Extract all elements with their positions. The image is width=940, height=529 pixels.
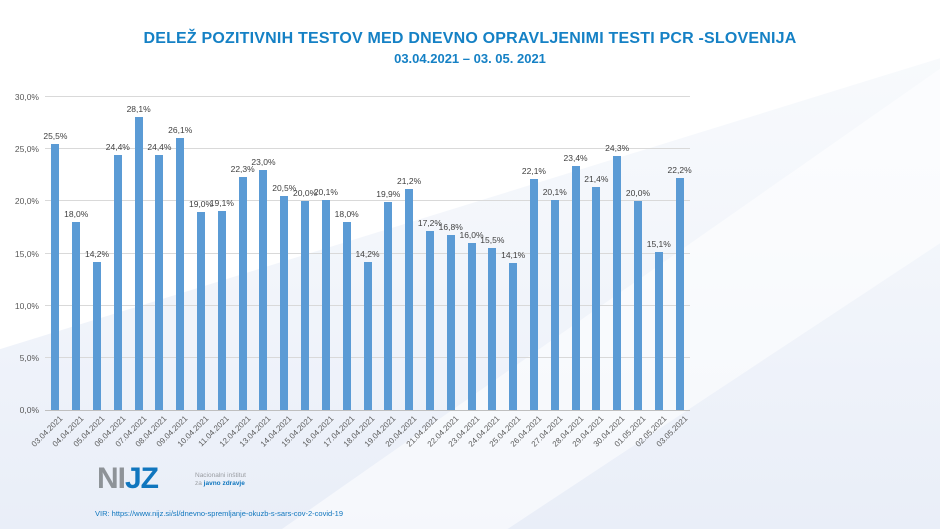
bar bbox=[571, 165, 580, 410]
bar-value-label: 24,4% bbox=[105, 142, 130, 153]
logo-ni: NI bbox=[97, 462, 126, 495]
bar-value-label: 24,3% bbox=[605, 143, 630, 154]
logo-tagline-prefix: za bbox=[195, 480, 204, 487]
bar bbox=[93, 261, 102, 410]
bar bbox=[342, 222, 351, 410]
y-tick-label: 30,0% bbox=[14, 92, 39, 102]
y-tick-label: 5,0% bbox=[19, 352, 39, 363]
bar bbox=[384, 202, 393, 410]
bar-value-label: 15,5% bbox=[480, 235, 505, 246]
bar bbox=[259, 170, 268, 410]
bar bbox=[176, 137, 185, 410]
bar bbox=[509, 262, 518, 410]
bar-value-label: 14,2% bbox=[84, 248, 110, 259]
gridline bbox=[45, 148, 690, 150]
bar bbox=[72, 222, 81, 410]
bar-value-label: 16,0% bbox=[459, 230, 484, 241]
y-tick-label: 25,0% bbox=[14, 144, 39, 155]
bar-value-label: 14,1% bbox=[501, 249, 526, 260]
bar bbox=[425, 230, 434, 410]
bar bbox=[197, 211, 206, 410]
bar bbox=[613, 156, 622, 410]
y-tick-label: 10,0% bbox=[14, 300, 39, 311]
source-url: VIR: https://www.nijz.si/sl/dnevno-sprem… bbox=[95, 509, 343, 518]
chart-title: DELEŽ POZITIVNIH TESTOV MED DNEVNO OPRAV… bbox=[143, 30, 797, 47]
bar bbox=[155, 155, 164, 410]
bar bbox=[113, 155, 122, 410]
bar-value-label: 20,1% bbox=[313, 187, 338, 198]
plot-area: 25,5% 18,0% 14,2% 24,4% 28,1% 24,4% 26,1% 19,0%… bbox=[43, 96, 692, 411]
bar bbox=[51, 143, 60, 410]
bar bbox=[363, 261, 372, 410]
bar-value-label: 21,4% bbox=[584, 173, 609, 184]
bar-value-label: 22,3% bbox=[230, 164, 255, 175]
bar-value-label: 19,0% bbox=[188, 198, 214, 209]
nijz-logo: NIJZ Nacionalni inštitut za javno zdravj… bbox=[97, 464, 246, 494]
bar bbox=[301, 201, 310, 410]
logo-tagline-line1: Nacionalni inštitut bbox=[195, 472, 246, 479]
bar bbox=[446, 234, 455, 410]
bar-value-label: 20,0% bbox=[293, 188, 318, 199]
bar-value-label: 18,0% bbox=[334, 209, 359, 220]
bar bbox=[529, 179, 538, 410]
bar bbox=[654, 252, 663, 410]
logo-wordmark: NIJZ bbox=[97, 462, 159, 495]
bar-value-label: 28,1% bbox=[126, 103, 151, 114]
y-tick-label: 15,0% bbox=[14, 248, 39, 259]
bar-value-label: 24,4% bbox=[147, 142, 172, 153]
bar-value-label: 15,1% bbox=[646, 239, 671, 250]
bar-value-label: 19,9% bbox=[376, 189, 401, 200]
bar-value-label: 23,4% bbox=[563, 152, 588, 163]
bar bbox=[321, 200, 330, 410]
gridline bbox=[45, 96, 690, 97]
logo-jz: JZ bbox=[125, 462, 159, 495]
bar-value-label: 21,2% bbox=[397, 175, 422, 186]
bar bbox=[217, 210, 226, 410]
chart-subtitle: 03.04.2021 – 03. 05. 2021 bbox=[394, 51, 546, 66]
y-tick-label: 20,0% bbox=[14, 196, 39, 207]
bar-value-label: 14,2% bbox=[355, 248, 380, 259]
bar bbox=[467, 243, 476, 410]
bar-value-label: 23,0% bbox=[251, 157, 276, 168]
bar-value-label: 18,0% bbox=[64, 209, 89, 220]
bar bbox=[488, 248, 497, 410]
bar bbox=[280, 196, 289, 410]
bar bbox=[592, 186, 601, 410]
bar bbox=[238, 177, 247, 410]
bar-value-label: 20,1% bbox=[542, 187, 567, 198]
bar-value-label: 20,5% bbox=[272, 183, 297, 194]
bar-value-label: 22,1% bbox=[521, 166, 546, 177]
gridline bbox=[45, 200, 690, 202]
logo-tagline-line2: za javno zdravje bbox=[195, 480, 285, 488]
bar bbox=[405, 188, 414, 410]
title-block: DELEŽ POZITIVNIH TESTOV MED DNEVNO OPRAV… bbox=[0, 30, 940, 66]
bar-value-label: 25,5% bbox=[43, 130, 68, 141]
gridline bbox=[45, 252, 690, 254]
y-tick-label: 0,0% bbox=[19, 405, 39, 415]
bar-value-label: 17,2% bbox=[417, 217, 442, 228]
logo-tagline-bold: javno zdravje bbox=[203, 480, 245, 487]
bar-value-label: 20,0% bbox=[625, 188, 651, 199]
logo-tagline: Nacionalni inštitut za javno zdravje bbox=[195, 472, 285, 488]
bar-value-label: 26,1% bbox=[168, 124, 193, 135]
bar bbox=[633, 201, 642, 410]
bar-value-label: 16,8% bbox=[438, 221, 463, 232]
bar bbox=[134, 116, 143, 410]
bar-value-label: 22,2% bbox=[667, 165, 692, 176]
bar bbox=[550, 200, 559, 410]
bar bbox=[675, 178, 684, 410]
bar-value-label: 19,1% bbox=[209, 197, 234, 208]
